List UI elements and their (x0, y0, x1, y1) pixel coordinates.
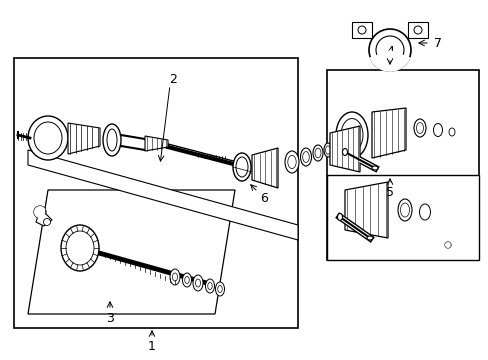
Wedge shape (444, 242, 450, 248)
Ellipse shape (66, 231, 94, 265)
Ellipse shape (312, 145, 323, 161)
Wedge shape (369, 50, 409, 71)
Ellipse shape (34, 206, 46, 218)
Ellipse shape (34, 122, 62, 154)
Ellipse shape (375, 36, 403, 64)
Ellipse shape (300, 148, 311, 166)
Ellipse shape (340, 118, 362, 152)
Ellipse shape (205, 279, 214, 293)
Polygon shape (251, 148, 278, 188)
Ellipse shape (61, 225, 99, 271)
Polygon shape (145, 136, 168, 151)
Bar (14, 58, 297, 328)
Text: 5: 5 (385, 185, 393, 198)
Ellipse shape (314, 148, 320, 158)
Ellipse shape (416, 122, 423, 134)
Ellipse shape (170, 269, 180, 285)
Polygon shape (345, 182, 387, 238)
Circle shape (357, 26, 365, 34)
Ellipse shape (335, 112, 367, 158)
Ellipse shape (413, 119, 425, 137)
Ellipse shape (182, 273, 191, 287)
Ellipse shape (397, 199, 411, 221)
Ellipse shape (236, 157, 247, 177)
Ellipse shape (400, 203, 408, 217)
Ellipse shape (448, 128, 454, 136)
Ellipse shape (287, 156, 296, 168)
Polygon shape (329, 126, 359, 172)
Ellipse shape (342, 149, 347, 156)
Text: 2: 2 (169, 72, 177, 86)
Ellipse shape (366, 236, 372, 240)
Text: 1: 1 (148, 339, 156, 352)
Circle shape (43, 219, 50, 225)
Ellipse shape (215, 282, 224, 296)
Ellipse shape (444, 242, 450, 248)
Polygon shape (68, 123, 100, 154)
Text: 3: 3 (106, 311, 114, 324)
Ellipse shape (207, 283, 212, 289)
Bar (326, 175, 478, 260)
Ellipse shape (232, 153, 250, 181)
Ellipse shape (324, 143, 331, 157)
Polygon shape (36, 214, 52, 226)
Ellipse shape (107, 129, 117, 151)
Ellipse shape (419, 204, 429, 220)
Bar (351, 22, 371, 38)
Wedge shape (34, 206, 45, 218)
Ellipse shape (368, 29, 410, 71)
Ellipse shape (172, 273, 177, 281)
Bar (326, 70, 478, 260)
Ellipse shape (217, 285, 222, 292)
Polygon shape (28, 190, 235, 314)
Ellipse shape (195, 279, 200, 287)
Ellipse shape (184, 276, 189, 284)
Text: 4: 4 (385, 45, 393, 58)
Ellipse shape (302, 152, 309, 162)
Ellipse shape (103, 124, 121, 156)
Polygon shape (28, 150, 297, 240)
Text: 6: 6 (260, 192, 267, 204)
Circle shape (413, 26, 421, 34)
Text: 7: 7 (433, 36, 441, 50)
Ellipse shape (28, 116, 68, 160)
Ellipse shape (337, 213, 342, 220)
Ellipse shape (285, 151, 298, 173)
Ellipse shape (325, 146, 330, 154)
Ellipse shape (433, 123, 442, 136)
Bar (407, 22, 427, 38)
Polygon shape (371, 108, 405, 158)
Ellipse shape (371, 166, 377, 170)
Ellipse shape (193, 275, 203, 291)
